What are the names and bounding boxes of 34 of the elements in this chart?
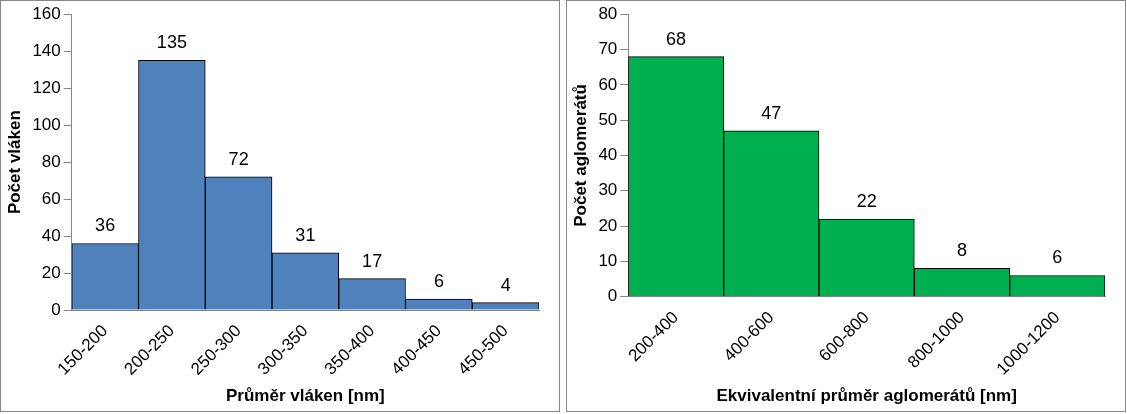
data-label: 68 — [665, 28, 686, 49]
x-axis-title: Ekvivalentní průměr aglomerátů [nm] — [716, 386, 1017, 406]
data-label: 72 — [228, 148, 249, 169]
data-label: 36 — [95, 215, 116, 236]
y-tick-label: 40 — [41, 225, 61, 245]
y-tick-label: 20 — [598, 215, 618, 235]
data-label: 6 — [1052, 247, 1063, 268]
data-label: 47 — [761, 102, 782, 123]
y-tick-label: 80 — [598, 3, 618, 23]
y-tick-label: 70 — [598, 39, 618, 59]
y-axis-title: Počet vláken — [4, 110, 24, 215]
x-axis-title: Průměr vláken [nm] — [226, 386, 385, 406]
y-tick-label: 160 — [32, 3, 61, 23]
y-tick-label: 80 — [41, 151, 61, 171]
y-tick-label: 100 — [32, 114, 61, 134]
y-tick-label: 60 — [41, 188, 61, 208]
data-label: 17 — [362, 250, 383, 271]
data-label: 6 — [433, 270, 444, 291]
y-tick-label: 20 — [41, 262, 61, 282]
data-label: 31 — [295, 224, 316, 245]
y-tick-label: 120 — [32, 77, 61, 97]
y-tick-label: 140 — [32, 40, 61, 60]
y-tick-label: 30 — [598, 180, 618, 200]
y-axis-title: Počet aglomerátů — [570, 84, 590, 227]
data-label: 22 — [856, 190, 877, 211]
y-tick-label: 10 — [598, 251, 618, 271]
y-tick-label: 60 — [598, 74, 618, 94]
data-label: 135 — [156, 32, 187, 53]
y-tick-label: 50 — [598, 109, 618, 129]
y-tick-label: 0 — [51, 299, 61, 319]
y-tick-label: 0 — [607, 286, 618, 306]
data-label: 4 — [500, 274, 511, 295]
data-label: 8 — [956, 240, 967, 261]
y-tick-label: 40 — [598, 145, 618, 165]
